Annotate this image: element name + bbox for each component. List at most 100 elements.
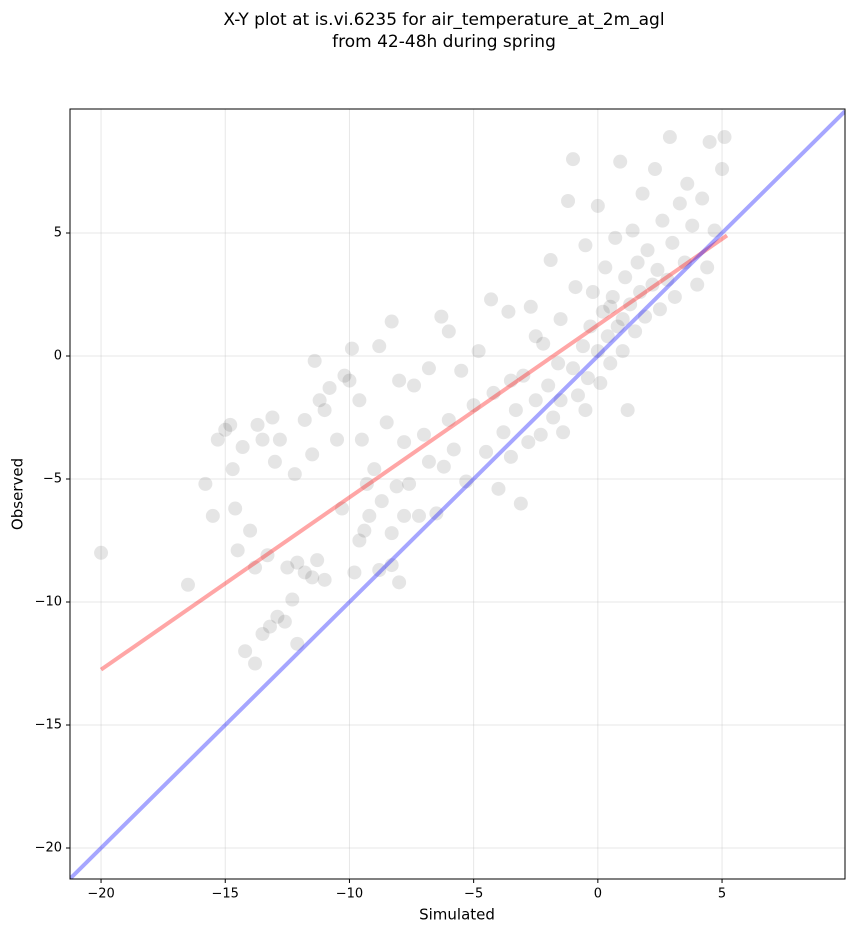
point <box>610 319 625 334</box>
point <box>546 410 561 425</box>
point <box>312 393 327 408</box>
chart-title: X-Y plot at is.vi.6235 for air_temperatu… <box>223 10 664 30</box>
point <box>595 304 610 319</box>
point <box>285 592 300 607</box>
point <box>647 162 662 177</box>
point <box>347 565 362 580</box>
point <box>218 422 233 437</box>
point <box>180 577 195 592</box>
point <box>305 447 320 462</box>
point <box>685 218 700 233</box>
point <box>484 292 499 307</box>
point <box>330 432 345 447</box>
point <box>357 523 372 538</box>
point <box>372 339 387 354</box>
point <box>700 260 715 275</box>
point <box>389 479 404 494</box>
point <box>503 373 518 388</box>
point <box>354 432 369 447</box>
point <box>352 393 367 408</box>
point <box>528 393 543 408</box>
point <box>434 309 449 324</box>
point <box>677 255 692 270</box>
point <box>402 476 417 491</box>
point <box>638 309 653 324</box>
point <box>270 609 285 624</box>
grid <box>70 109 845 879</box>
point <box>603 299 618 314</box>
point <box>255 432 270 447</box>
y-tick-label: 5 <box>54 225 62 240</box>
y-tick-label: −5 <box>43 471 62 486</box>
point <box>250 417 265 432</box>
point <box>536 336 551 351</box>
point <box>566 152 581 167</box>
point <box>230 543 245 558</box>
point <box>717 130 732 145</box>
point <box>297 412 312 427</box>
point <box>352 533 367 548</box>
point <box>441 412 456 427</box>
point <box>593 376 608 391</box>
point <box>561 194 576 209</box>
point <box>384 558 399 573</box>
point <box>523 299 538 314</box>
point <box>228 501 243 516</box>
point <box>623 297 638 312</box>
y-axis-label: Observed <box>9 458 27 530</box>
point <box>287 467 302 482</box>
point <box>652 302 667 317</box>
point <box>290 555 305 570</box>
point <box>94 545 109 560</box>
point <box>305 570 320 585</box>
point <box>359 476 374 491</box>
point <box>342 373 357 388</box>
point <box>667 289 682 304</box>
point <box>665 235 680 250</box>
point <box>655 213 670 228</box>
point <box>297 565 312 580</box>
point <box>690 277 705 292</box>
point <box>633 285 648 300</box>
point <box>543 253 558 268</box>
point <box>479 444 494 459</box>
point <box>528 329 543 344</box>
point <box>243 523 258 538</box>
x-tick-label: −10 <box>336 887 363 902</box>
point <box>344 341 359 356</box>
chart-title: from 42-48h during spring <box>332 32 556 52</box>
point <box>384 526 399 541</box>
point <box>570 388 585 403</box>
point <box>334 501 349 516</box>
point <box>290 636 305 651</box>
point <box>210 432 225 447</box>
y-tick-label: −10 <box>35 594 62 609</box>
point <box>392 575 407 590</box>
point <box>585 285 600 300</box>
fit-line <box>70 109 845 879</box>
point <box>707 223 722 238</box>
point <box>454 363 469 378</box>
point <box>625 223 640 238</box>
point <box>578 403 593 418</box>
point <box>715 162 730 177</box>
point <box>556 425 571 440</box>
point <box>496 425 511 440</box>
point <box>471 344 486 359</box>
point <box>590 198 605 213</box>
point <box>680 176 695 191</box>
point <box>223 417 238 432</box>
x-axis-label: Simulated <box>419 906 495 924</box>
point <box>267 454 282 469</box>
point <box>310 553 325 568</box>
point <box>225 462 240 477</box>
point <box>372 563 387 578</box>
point <box>645 277 660 292</box>
point <box>620 403 635 418</box>
point <box>615 344 630 359</box>
point <box>568 280 583 295</box>
point <box>397 508 412 523</box>
point <box>248 560 263 575</box>
point <box>608 230 623 245</box>
point <box>650 262 665 277</box>
